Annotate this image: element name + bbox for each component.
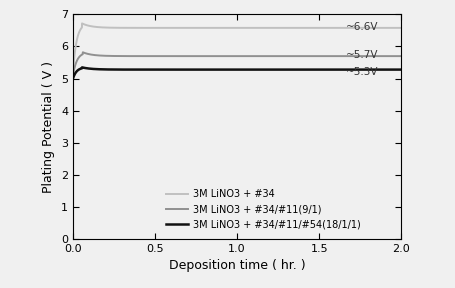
- Y-axis label: Plating Potential ( V ): Plating Potential ( V ): [42, 61, 56, 193]
- 3M LiNO3 + #34: [196, 26, 201, 30]
- Text: ~5.3V: ~5.3V: [345, 67, 377, 77]
- 3M LiNO3 + #34/#11/#54(18/1/1): [398, 68, 403, 71]
- 3M LiNO3 + #34/#11(9/1): [196, 54, 201, 58]
- Line: 3M LiNO3 + #34: 3M LiNO3 + #34: [73, 23, 400, 72]
- 3M LiNO3 + #34/#11/#54(18/1/1): [391, 68, 397, 71]
- Text: ~6.6V: ~6.6V: [345, 22, 377, 32]
- 3M LiNO3 + #34/#11(9/1): [356, 54, 362, 58]
- 3M LiNO3 + #34: [127, 26, 132, 30]
- 3M LiNO3 + #34/#11/#54(18/1/1): [107, 68, 113, 71]
- 3M LiNO3 + #34/#11/#54(18/1/1): [210, 68, 216, 71]
- 3M LiNO3 + #34: [391, 26, 397, 30]
- 3M LiNO3 + #34/#11(9/1): [80, 50, 86, 54]
- Line: 3M LiNO3 + #34/#11/#54(18/1/1): 3M LiNO3 + #34/#11/#54(18/1/1): [73, 67, 400, 79]
- 3M LiNO3 + #34/#11/#54(18/1/1): [127, 68, 132, 71]
- Line: 3M LiNO3 + #34/#11(9/1): 3M LiNO3 + #34/#11(9/1): [73, 52, 400, 75]
- 3M LiNO3 + #34: [398, 26, 403, 30]
- X-axis label: Deposition time ( hr. ): Deposition time ( hr. ): [168, 259, 305, 272]
- 3M LiNO3 + #34/#11(9/1): [107, 54, 113, 58]
- 3M LiNO3 + #34/#11(9/1): [70, 74, 76, 77]
- 3M LiNO3 + #34/#11(9/1): [391, 54, 397, 58]
- 3M LiNO3 + #34/#11/#54(18/1/1): [356, 68, 362, 71]
- 3M LiNO3 + #34/#11(9/1): [210, 54, 216, 58]
- 3M LiNO3 + #34: [79, 22, 85, 25]
- 3M LiNO3 + #34: [210, 26, 216, 30]
- 3M LiNO3 + #34/#11/#54(18/1/1): [70, 77, 76, 80]
- 3M LiNO3 + #34/#11(9/1): [127, 54, 132, 58]
- 3M LiNO3 + #34/#11/#54(18/1/1): [196, 68, 201, 71]
- 3M LiNO3 + #34: [107, 26, 113, 29]
- Legend: 3M LiNO3 + #34, 3M LiNO3 + #34/#11(9/1), 3M LiNO3 + #34/#11/#54(18/1/1): 3M LiNO3 + #34, 3M LiNO3 + #34/#11(9/1),…: [166, 189, 359, 230]
- 3M LiNO3 + #34/#11/#54(18/1/1): [79, 66, 85, 69]
- 3M LiNO3 + #34/#11(9/1): [398, 54, 403, 58]
- Text: ~5.7V: ~5.7V: [345, 50, 377, 60]
- 3M LiNO3 + #34: [356, 26, 362, 30]
- 3M LiNO3 + #34: [70, 71, 76, 74]
